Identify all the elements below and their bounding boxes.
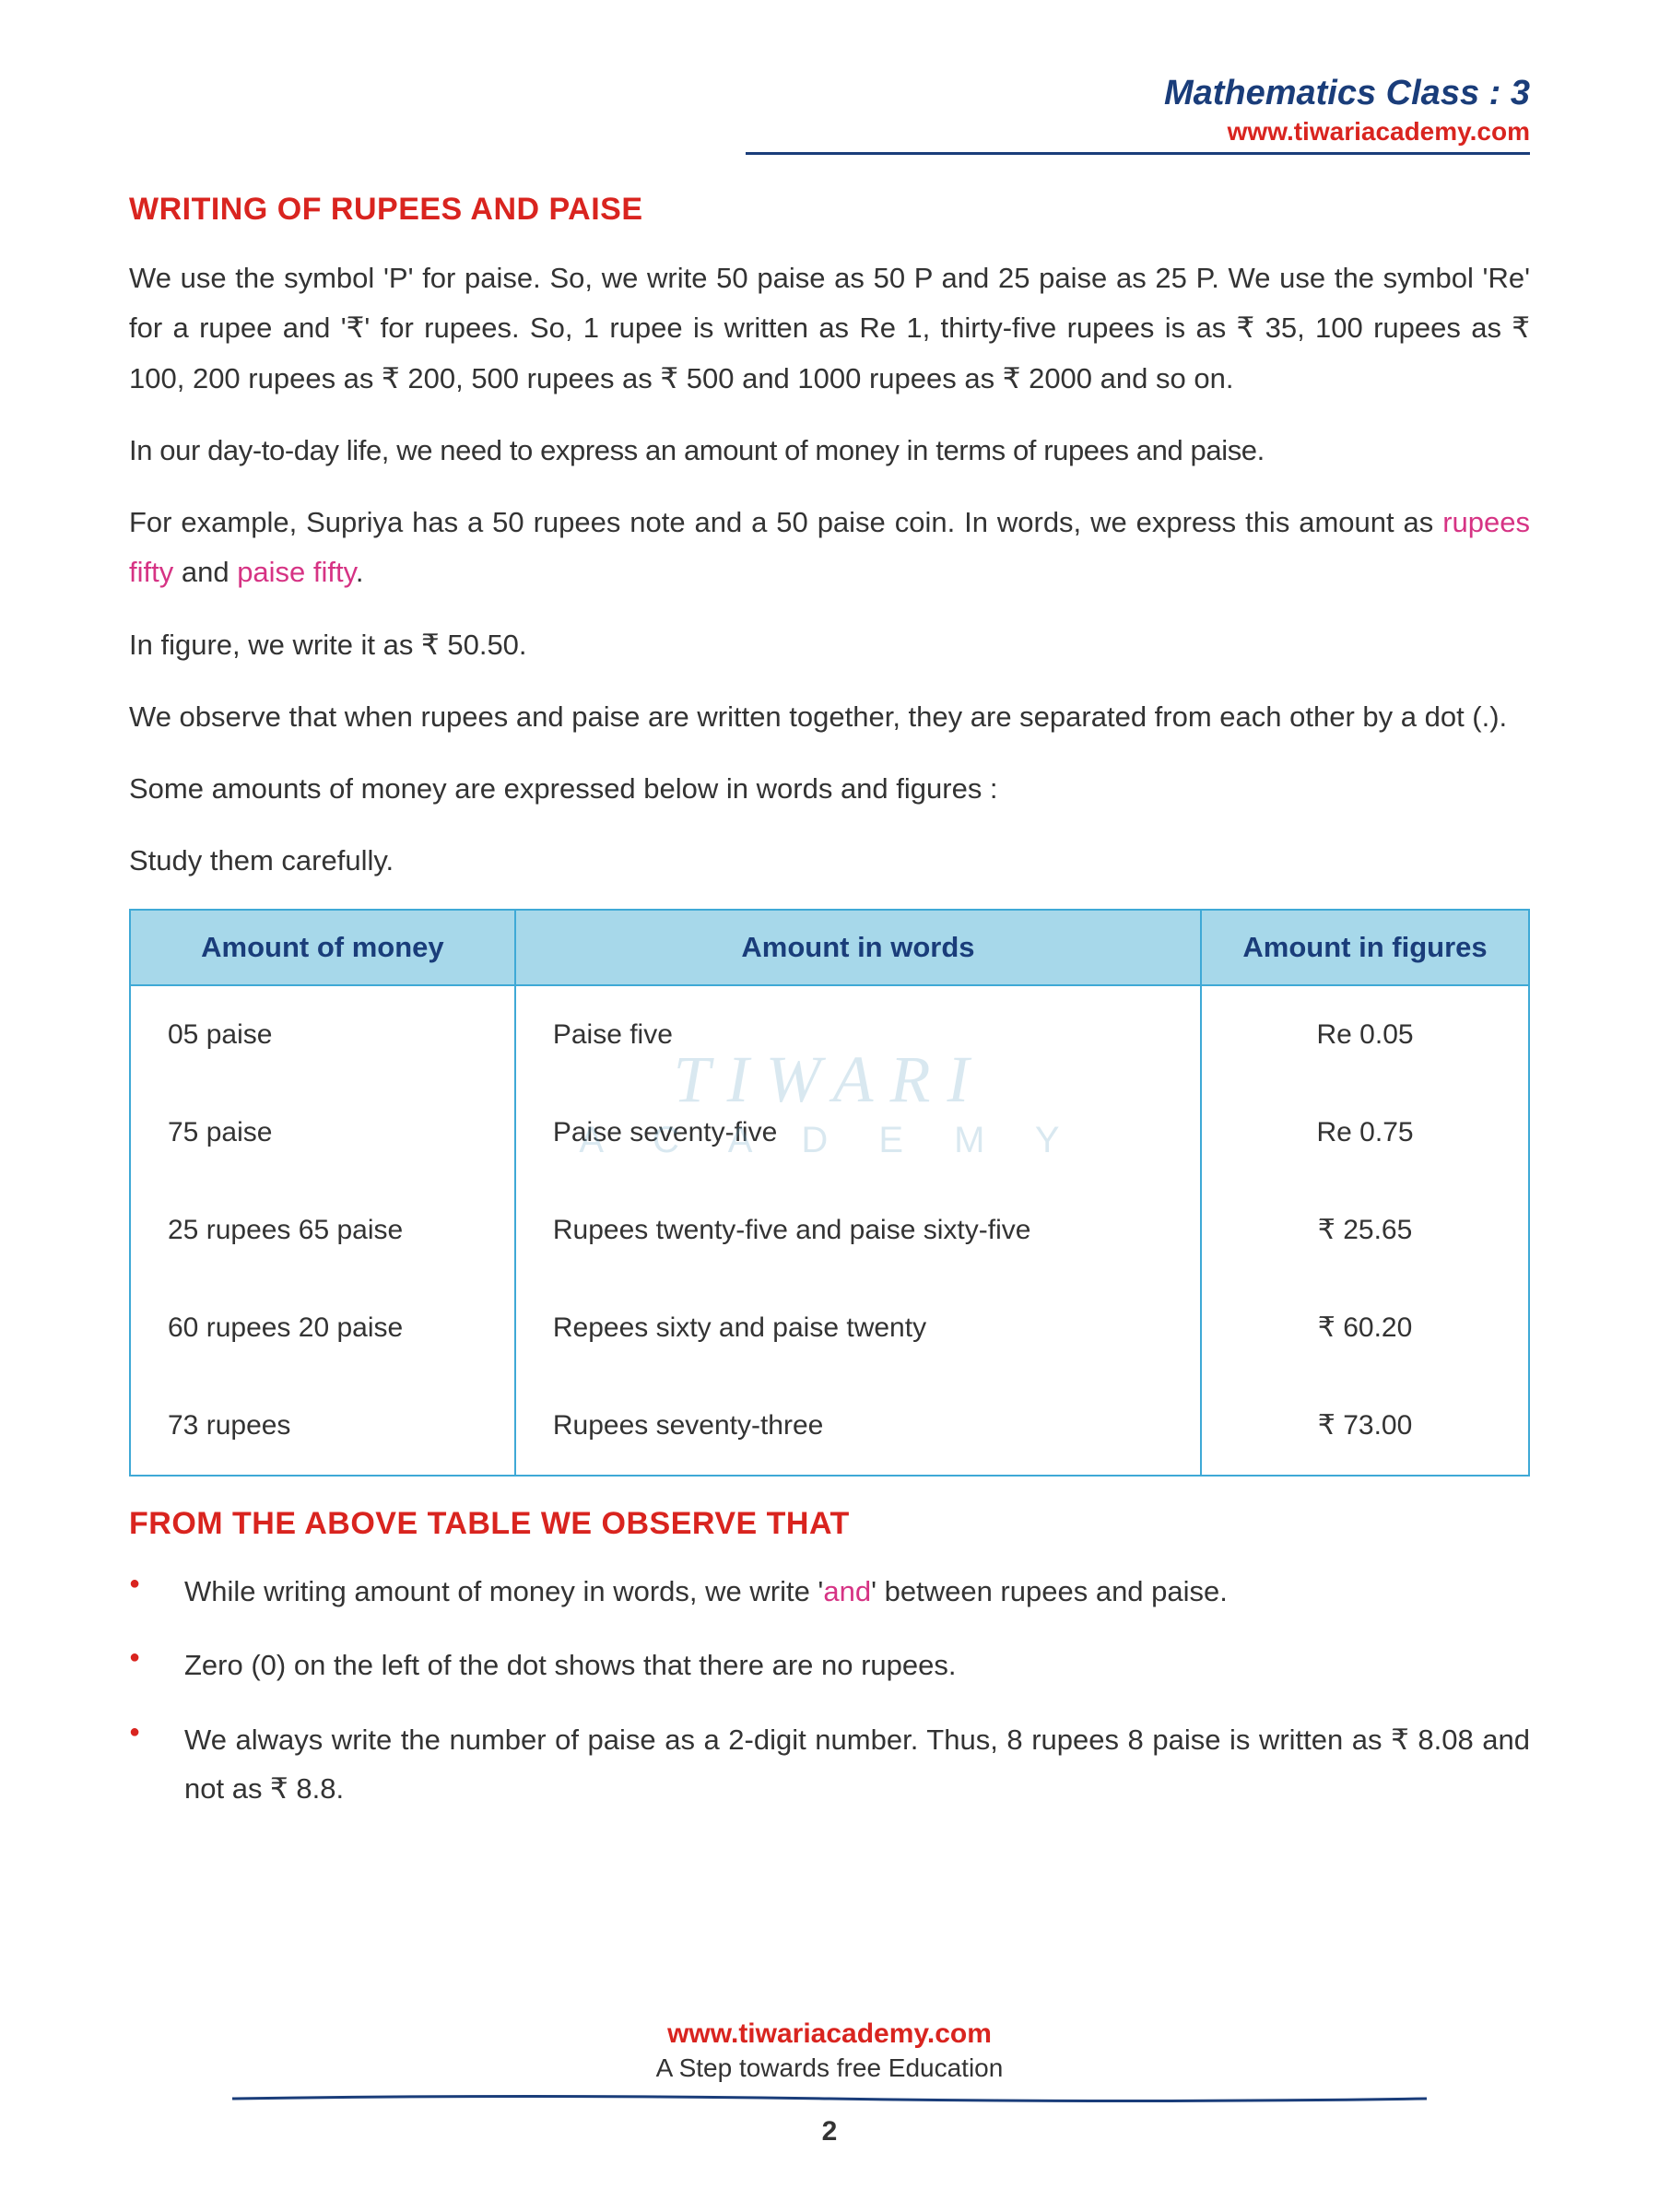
page-number: 2 bbox=[0, 2116, 1659, 2147]
para-3e: . bbox=[356, 556, 364, 588]
cell-words: Rupees seventy-three bbox=[515, 1377, 1201, 1476]
para-7: Study them carefully. bbox=[129, 836, 1530, 886]
money-table: Amount of money Amount in words Amount i… bbox=[129, 909, 1530, 1477]
para-1: We use the symbol 'P' for paise. So, we … bbox=[129, 253, 1530, 404]
table-row: 05 paise Paise five Re 0.05 bbox=[130, 985, 1529, 1084]
para-3: For example, Supriya has a 50 rupees not… bbox=[129, 498, 1530, 598]
para-3a: For example, Supriya has a 50 rupees not… bbox=[129, 506, 1442, 538]
section-heading-2: FROM THE ABOVE TABLE WE OBSERVE THAT bbox=[129, 1506, 1530, 1542]
cell-amount: 60 rupees 20 paise bbox=[130, 1279, 515, 1377]
header-rule bbox=[746, 152, 1530, 155]
list-item: Zero (0) on the left of the dot shows th… bbox=[129, 1641, 1530, 1690]
cell-amount: 73 rupees bbox=[130, 1377, 515, 1476]
cell-figures: Re 0.05 bbox=[1201, 985, 1529, 1084]
header-url: www.tiwariacademy.com bbox=[129, 117, 1530, 147]
footer-url: www.tiwariacademy.com bbox=[0, 2018, 1659, 2050]
b1c: ' between rupees and paise. bbox=[871, 1575, 1228, 1607]
cell-words: Repees sixty and paise twenty bbox=[515, 1279, 1201, 1377]
section-heading-1: WRITING OF RUPEES AND PAISE bbox=[129, 192, 1530, 228]
cell-amount: 75 paise bbox=[130, 1084, 515, 1182]
observation-list: While writing amount of money in words, … bbox=[129, 1568, 1530, 1814]
para-3d: paise fifty bbox=[237, 556, 356, 588]
table-row: 25 rupees 65 paise Rupees twenty-five an… bbox=[130, 1182, 1529, 1279]
cell-words: Paise seventy-five bbox=[515, 1084, 1201, 1182]
table-row: 75 paise Paise seventy-five Re 0.75 bbox=[130, 1084, 1529, 1182]
b1a: While writing amount of money in words, … bbox=[184, 1575, 823, 1607]
page-footer: www.tiwariacademy.com A Step towards fre… bbox=[0, 2018, 1659, 2147]
table-header-row: Amount of money Amount in words Amount i… bbox=[130, 910, 1529, 985]
header-title: Mathematics Class : 3 bbox=[129, 74, 1530, 113]
cell-figures: ₹ 60.20 bbox=[1201, 1279, 1529, 1377]
b1b: and bbox=[823, 1575, 871, 1607]
th-amount: Amount of money bbox=[130, 910, 515, 985]
list-item: While writing amount of money in words, … bbox=[129, 1568, 1530, 1617]
cell-figures: ₹ 25.65 bbox=[1201, 1182, 1529, 1279]
th-figures: Amount in figures bbox=[1201, 910, 1529, 985]
cell-words: Paise five bbox=[515, 985, 1201, 1084]
para-6: Some amounts of money are expressed belo… bbox=[129, 764, 1530, 814]
cell-figures: ₹ 73.00 bbox=[1201, 1377, 1529, 1476]
cell-words: Rupees twenty-five and paise sixty-five bbox=[515, 1182, 1201, 1279]
cell-amount: 25 rupees 65 paise bbox=[130, 1182, 515, 1279]
para-5: We observe that when rupees and paise ar… bbox=[129, 692, 1530, 742]
table-row: 73 rupees Rupees seventy-three ₹ 73.00 bbox=[130, 1377, 1529, 1476]
para-2: In our day-to-day life, we need to expre… bbox=[129, 426, 1530, 476]
footer-sub: A Step towards free Education bbox=[0, 2053, 1659, 2083]
list-item: We always write the number of paise as a… bbox=[129, 1716, 1530, 1813]
cell-figures: Re 0.75 bbox=[1201, 1084, 1529, 1182]
footer-rule bbox=[232, 2094, 1427, 2103]
th-words: Amount in words bbox=[515, 910, 1201, 985]
cell-amount: 05 paise bbox=[130, 985, 515, 1084]
page-header: Mathematics Class : 3 www.tiwariacademy.… bbox=[129, 74, 1530, 155]
para-4: In figure, we write it as ₹ 50.50. bbox=[129, 620, 1530, 670]
table-row: 60 rupees 20 paise Repees sixty and pais… bbox=[130, 1279, 1529, 1377]
para-3c: and bbox=[173, 556, 237, 588]
